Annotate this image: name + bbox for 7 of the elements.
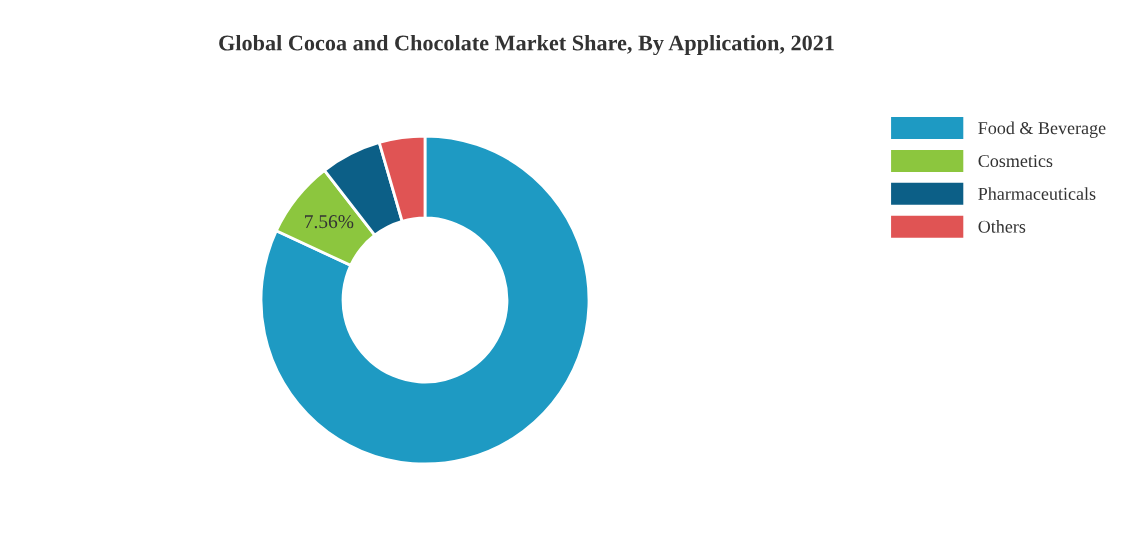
legend-label: Food & Beverage: [978, 121, 1106, 138]
donut-slice: [259, 134, 591, 466]
legend-label: Others: [978, 220, 1026, 233]
legend-label: Pharmaceuticals: [978, 187, 1096, 200]
legend-label: Cosmetics: [978, 154, 1053, 168]
data-label: 7.56%: [305, 215, 354, 229]
chart-title: Global Cocoa and Chocolate Market Share, By Application, 2021: [219, 34, 834, 56]
